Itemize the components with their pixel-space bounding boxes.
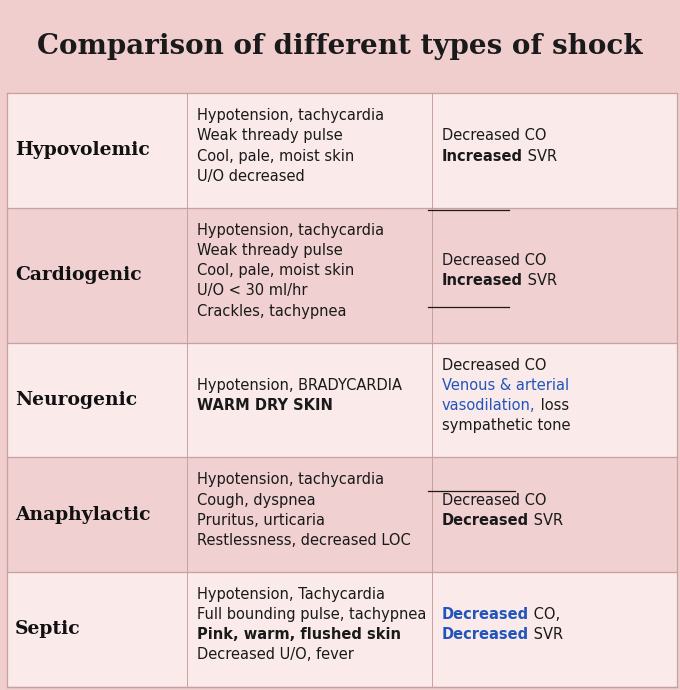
Text: vasodilation,: vasodilation, bbox=[442, 398, 536, 413]
Text: Cough, dyspnea: Cough, dyspnea bbox=[197, 493, 316, 508]
Text: Hypotension, tachycardia: Hypotension, tachycardia bbox=[197, 108, 384, 124]
Text: Decreased CO: Decreased CO bbox=[442, 493, 547, 508]
Text: Neurogenic: Neurogenic bbox=[15, 391, 137, 409]
Text: CO,: CO, bbox=[529, 607, 560, 622]
Text: Decreased: Decreased bbox=[442, 607, 529, 622]
Text: sympathetic tone: sympathetic tone bbox=[442, 418, 571, 433]
Text: Increased: Increased bbox=[442, 273, 523, 288]
Text: Increased: Increased bbox=[442, 148, 523, 164]
Text: Hypotension, Tachycardia: Hypotension, Tachycardia bbox=[197, 587, 385, 602]
Bar bbox=[7, 457, 677, 572]
Text: Decreased CO: Decreased CO bbox=[442, 128, 547, 144]
Text: Cardiogenic: Cardiogenic bbox=[15, 266, 141, 284]
Text: Septic: Septic bbox=[15, 620, 81, 638]
Text: Anaphylactic: Anaphylactic bbox=[15, 506, 150, 524]
Text: loss: loss bbox=[536, 398, 568, 413]
Text: Comparison of different types of shock: Comparison of different types of shock bbox=[37, 33, 643, 60]
Text: Decreased U/O, fever: Decreased U/O, fever bbox=[197, 647, 354, 662]
Text: Decreased: Decreased bbox=[442, 627, 529, 642]
Text: Hypotension, tachycardia: Hypotension, tachycardia bbox=[197, 223, 384, 238]
Text: Crackles, tachypnea: Crackles, tachypnea bbox=[197, 304, 347, 319]
Text: Weak thready pulse: Weak thready pulse bbox=[197, 243, 343, 258]
Bar bbox=[7, 93, 677, 208]
Bar bbox=[7, 343, 677, 457]
Text: Hypovolemic: Hypovolemic bbox=[15, 141, 150, 159]
Text: Hypotension, tachycardia: Hypotension, tachycardia bbox=[197, 473, 384, 487]
Text: Venous & arterial: Venous & arterial bbox=[442, 378, 569, 393]
Bar bbox=[7, 572, 677, 687]
Text: Decreased CO: Decreased CO bbox=[442, 253, 547, 268]
Text: Cool, pale, moist skin: Cool, pale, moist skin bbox=[197, 264, 354, 278]
Text: SVR: SVR bbox=[529, 513, 563, 528]
Text: SVR: SVR bbox=[523, 148, 557, 164]
Text: SVR: SVR bbox=[529, 627, 563, 642]
Text: Pruritus, urticaria: Pruritus, urticaria bbox=[197, 513, 325, 528]
Text: SVR: SVR bbox=[523, 273, 557, 288]
Text: U/O decreased: U/O decreased bbox=[197, 168, 305, 184]
Text: U/O < 30 ml/hr: U/O < 30 ml/hr bbox=[197, 284, 307, 298]
Text: Restlessness, decreased LOC: Restlessness, decreased LOC bbox=[197, 533, 411, 548]
Text: Decreased CO: Decreased CO bbox=[442, 358, 547, 373]
Text: Pink, warm, flushed skin: Pink, warm, flushed skin bbox=[197, 627, 401, 642]
Text: Decreased: Decreased bbox=[442, 513, 529, 528]
Text: Hypotension, BRADYCARDIA: Hypotension, BRADYCARDIA bbox=[197, 378, 402, 393]
Text: Cool, pale, moist skin: Cool, pale, moist skin bbox=[197, 148, 354, 164]
Text: Full bounding pulse, tachypnea: Full bounding pulse, tachypnea bbox=[197, 607, 426, 622]
Text: WARM DRY SKIN: WARM DRY SKIN bbox=[197, 398, 333, 413]
Bar bbox=[7, 208, 677, 343]
Text: Weak thready pulse: Weak thready pulse bbox=[197, 128, 343, 144]
